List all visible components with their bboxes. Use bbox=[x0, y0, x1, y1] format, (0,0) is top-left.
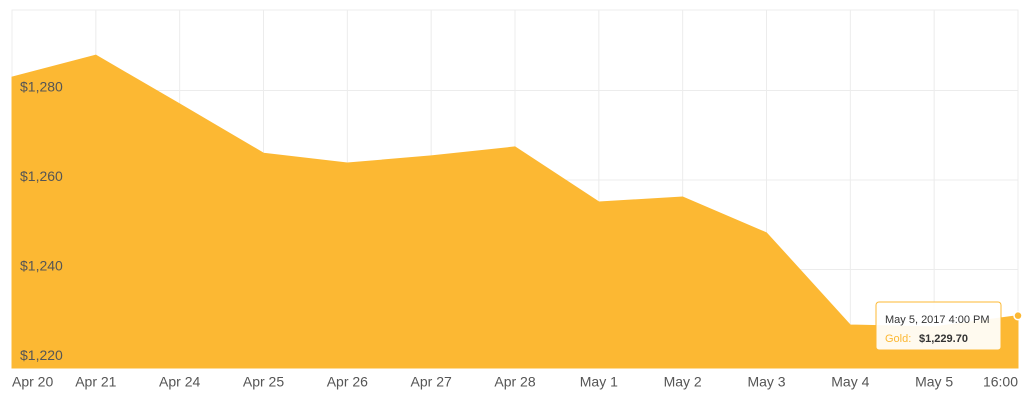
tooltip-value: $1,229.70 bbox=[919, 333, 968, 345]
x-tick-label: May 4 bbox=[831, 374, 869, 390]
y-tick-label: $1,260 bbox=[20, 168, 63, 184]
labels: Apr 20 Apr 21 Apr 24 Apr 25 Apr 26 Apr 27 Apr … bbox=[12, 78, 1018, 389]
tooltip-box bbox=[875, 301, 1002, 351]
x-tick-label: Apr 27 bbox=[411, 374, 452, 390]
x-tick-label: Apr 26 bbox=[327, 374, 368, 390]
y-tick-label: $1,220 bbox=[20, 347, 63, 363]
x-tick-label: Apr 21 bbox=[75, 374, 116, 390]
y-tick-label: $1,240 bbox=[20, 257, 63, 273]
x-tick-label: 16:00 bbox=[983, 374, 1018, 390]
tooltip: May 5, 2017 4:00 PM Gold: $1,229.70 bbox=[875, 301, 1002, 351]
tooltip-title: May 5, 2017 4:00 PM bbox=[885, 314, 990, 326]
tooltip-series: Gold: bbox=[885, 333, 911, 345]
x-tick-label: Apr 28 bbox=[494, 374, 535, 390]
x-tick-label: Apr 24 bbox=[159, 374, 200, 390]
x-tick-label: May 5 bbox=[915, 374, 953, 390]
x-tick-label: Apr 25 bbox=[243, 374, 284, 390]
x-tick-label: May 1 bbox=[580, 374, 618, 390]
x-tick-label: May 3 bbox=[747, 374, 785, 390]
plot bbox=[11, 54, 1023, 369]
x-tick-label: May 2 bbox=[664, 374, 702, 390]
x-tick-label: Apr 20 bbox=[12, 374, 53, 390]
y-tick-label: $1,280 bbox=[20, 78, 63, 94]
area bbox=[11, 54, 1019, 369]
hover-point bbox=[1013, 310, 1023, 321]
